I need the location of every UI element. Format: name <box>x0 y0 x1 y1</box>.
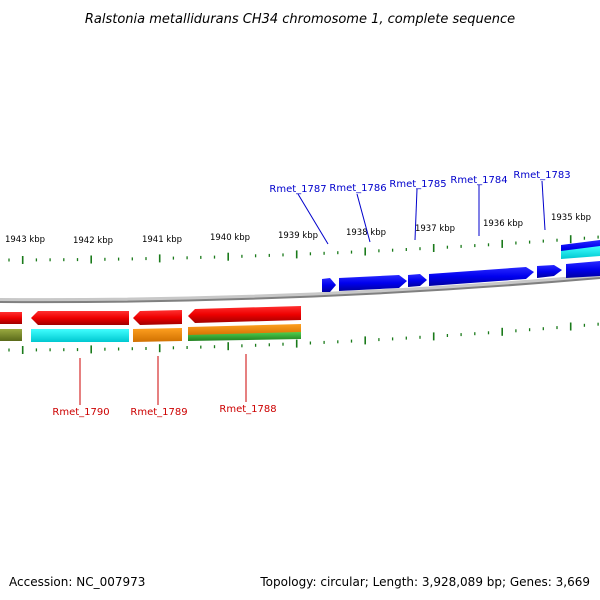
label-rmet-1784[interactable]: Rmet_1784 <box>450 175 507 186</box>
scale-label-1941: 1941 kbp <box>142 235 182 245</box>
genome-info-text: Topology: circular; Length: 3,928,089 bp… <box>259 575 590 589</box>
label-rmet-1783[interactable]: Rmet_1783 <box>513 170 570 181</box>
accession-text: Accession: NC_007973 <box>9 575 145 589</box>
gene-rmet-1786[interactable] <box>339 275 407 291</box>
feature-bar-olive <box>0 329 22 341</box>
gene-rmet-1784[interactable] <box>429 267 534 286</box>
gene-offscreen-forward-2[interactable] <box>566 261 600 278</box>
scale-label-1938: 1938 kbp <box>346 228 386 238</box>
map-title: Ralstonia metallidurans CH34 chromosome … <box>85 12 515 27</box>
gene-rmet-offscreen-left[interactable] <box>0 312 22 324</box>
label-rmet-1789[interactable]: Rmet_1789 <box>130 407 187 418</box>
gene-rmet-1783[interactable] <box>537 265 562 278</box>
label-rmet-1790[interactable]: Rmet_1790 <box>52 407 109 418</box>
gene-labels-reverse: Rmet_1790 Rmet_1789 Rmet_1788 <box>52 404 276 418</box>
feature-bars <box>0 324 301 342</box>
scale-ticks-outer <box>8 235 599 264</box>
gene-callout-lines <box>79 180 546 405</box>
chromosome-backbone <box>0 274 600 304</box>
scale-label-1942: 1942 kbp <box>73 236 113 246</box>
gene-labels-forward: Rmet_1787 Rmet_1786 Rmet_1785 Rmet_1784 … <box>269 170 570 195</box>
gene-rmet-1785[interactable] <box>408 274 427 287</box>
reverse-strand-genes <box>0 306 301 325</box>
feature-bar-green <box>188 332 301 341</box>
gene-rmet-1790[interactable] <box>31 311 129 325</box>
gene-rmet-1788[interactable] <box>188 306 301 323</box>
scale-label-1939: 1939 kbp <box>278 231 318 241</box>
label-rmet-1786[interactable]: Rmet_1786 <box>329 183 386 194</box>
label-rmet-1788[interactable]: Rmet_1788 <box>219 404 276 415</box>
label-rmet-1787[interactable]: Rmet_1787 <box>269 184 326 195</box>
label-rmet-1785[interactable]: Rmet_1785 <box>389 179 446 190</box>
feature-bar-cyan <box>31 329 129 342</box>
scale-label-1943: 1943 kbp <box>5 235 45 245</box>
forward-strand-genes <box>322 240 600 292</box>
feature-bar-orange-1 <box>133 328 182 342</box>
scale-label-1935: 1935 kbp <box>551 213 591 223</box>
gene-offscreen-forward-cyan <box>561 246 600 259</box>
scale-ticks-inner <box>8 322 599 354</box>
scale-label-1936: 1936 kbp <box>483 219 523 229</box>
gene-rmet-1787[interactable] <box>322 278 336 292</box>
gene-rmet-1789[interactable] <box>133 310 182 325</box>
scale-labels: 1943 kbp 1942 kbp 1941 kbp 1940 kbp 1939… <box>5 213 591 246</box>
scale-label-1940: 1940 kbp <box>210 233 250 243</box>
scale-label-1937: 1937 kbp <box>415 224 455 234</box>
